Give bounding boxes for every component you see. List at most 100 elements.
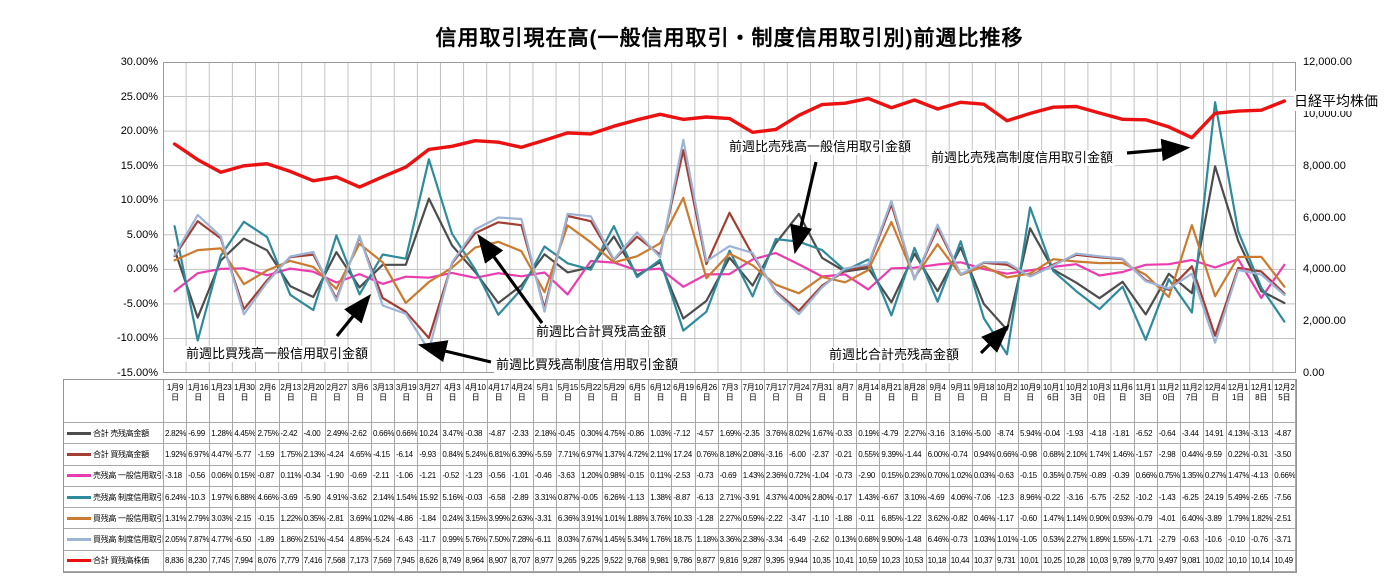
table-cell: 4.37% [764, 486, 788, 509]
table-cell: -0.73 [834, 465, 858, 487]
table-cell: 1.67% [811, 423, 835, 445]
table-cell: 1.82% [1250, 508, 1274, 530]
table-cell: -0.38 [464, 423, 488, 445]
table-cell: 8.96% [1019, 486, 1043, 509]
table-cell: 1.31% [164, 508, 188, 530]
left-axis-label: -10.00% [117, 332, 158, 345]
table-cell: -2.52 [1111, 486, 1135, 509]
table-cell: 10,53 [903, 550, 927, 573]
table-cell: -2.53 [672, 465, 696, 487]
table-cell: 1.38% [649, 486, 673, 509]
table-cell: 8.02% [787, 423, 812, 445]
table-cell: -3.62 [348, 486, 372, 509]
table-cell: -0.04 [1042, 423, 1066, 445]
table-cell: -3.13 [1250, 423, 1274, 445]
table-cell: 10,03 [1088, 550, 1112, 573]
date-header-cell: 8月7日 [834, 380, 858, 423]
legend-cell: 合計 買残高金額 [64, 444, 164, 466]
left-axis-label: 0.00% [126, 263, 158, 276]
table-cell: 0.46% [972, 508, 996, 530]
table-cell: 9,944 [787, 550, 812, 573]
table-cell: -1.21 [418, 465, 442, 487]
table-cell: 3.62% [926, 508, 950, 530]
date-header-cell: 11月27日 [1180, 380, 1204, 423]
left-axis-label: -15.00% [117, 367, 158, 379]
table-cell: 2.05% [164, 529, 188, 551]
series-swatch [67, 559, 91, 563]
table-cell: 9,731 [995, 550, 1020, 573]
table-cell: 10,35 [811, 550, 835, 573]
table-cell: -4.79 [880, 423, 904, 445]
table-cell: 1.86% [279, 529, 303, 551]
table-cell: 1.37% [603, 444, 627, 466]
nikkei-average-label: 日経平均株価 [1294, 91, 1378, 111]
date-header-cell: 3月19日 [395, 380, 419, 423]
table-cell: 1.47% [1227, 465, 1251, 487]
table-cell: 9,981 [649, 550, 673, 573]
table-cell: 0.44% [1180, 444, 1204, 466]
table-cell: -6.50 [233, 529, 257, 551]
table-cell: -4.87 [487, 423, 511, 445]
table-cell: -4.18 [1088, 423, 1112, 445]
table-cell: 1.14% [1065, 508, 1089, 530]
table-cell: -7.12 [672, 423, 696, 445]
table-cell: -9.93 [418, 444, 442, 466]
table-cell: 2.27% [718, 508, 742, 530]
table-cell: -1.93 [1065, 423, 1089, 445]
legend-label: 買残高 一般信用取引金額 [93, 513, 164, 523]
table-cell: -10.3 [187, 486, 211, 509]
legend-cell: 売残高 一般信用取引金額 [64, 465, 164, 487]
table-cell: 0.19% [857, 423, 881, 445]
table-cell: 0.24% [441, 508, 465, 530]
annotation-sell-standardized: 前週比売残高制度信用取引金額 [929, 150, 1116, 166]
table-cell: 1.45% [603, 529, 627, 551]
legend-label: 合計 買残高金額 [93, 449, 149, 459]
table-cell: 0.13% [834, 529, 858, 551]
date-header-cell: 3月13日 [371, 380, 396, 423]
table-cell: 5.94% [1019, 423, 1043, 445]
series-swatch [67, 516, 91, 520]
table-cell: -3.16 [764, 444, 788, 466]
date-header-cell: 8月28日 [903, 380, 927, 423]
table-cell: 8,749 [441, 550, 465, 573]
date-header-cell: 1月16日 [187, 380, 211, 423]
table-cell: 17.24 [672, 444, 696, 466]
table-cell: 10,41 [834, 550, 858, 573]
table-cell: 1.20% [579, 465, 604, 487]
table-cell: -0.63 [995, 465, 1020, 487]
annotation-buy-standardized: 前週比買残高制度信用取引金額 [494, 357, 681, 373]
data-table: 1月9日 1月16日 1月23日 1月30日 2月6日 2月13日 2月20日 2月27日 3月… [63, 379, 1298, 574]
table-cell: 6.40% [1180, 508, 1204, 530]
legend-cell: 合計 買残高株価 [64, 550, 164, 573]
table-cell: 1.01% [603, 508, 627, 530]
series-line [173, 138, 1286, 352]
annotation-sell-general: 前週比売残高一般信用取引金額 [727, 139, 914, 155]
table-cell: 2.18% [533, 423, 557, 445]
table-cell: -1.23 [464, 465, 488, 487]
table-cell: -4.54 [325, 529, 349, 551]
table-cell: -0.82 [949, 508, 973, 530]
table-cell: 0.15% [880, 465, 904, 487]
series-line [173, 196, 1286, 304]
table-cell: 0.66% [1273, 465, 1297, 487]
date-header-cell: 10月30日 [1088, 380, 1112, 423]
table-cell: 4.00% [787, 486, 812, 509]
table-cell: 10,59 [857, 550, 881, 573]
table-cell: 5.34% [626, 529, 650, 551]
date-header-cell: 10月16日 [1042, 380, 1066, 423]
table-cell: 7,779 [279, 550, 303, 573]
table-cell: 8,907 [487, 550, 511, 573]
table-cell: -1.57 [1134, 444, 1158, 466]
table-cell: 1.35% [1180, 465, 1204, 487]
annotation-total-buy: 前週比合計買残高金額 [534, 324, 669, 340]
table-cell: -2.42 [279, 423, 303, 445]
date-header-cell: 5月1日 [533, 380, 557, 423]
table-cell: -0.03 [464, 486, 488, 509]
table-cell: -12.3 [995, 486, 1020, 509]
table-cell: -0.31 [1250, 444, 1274, 466]
table-cell: 9,768 [626, 550, 650, 573]
table-cell: 0.66% [995, 444, 1020, 466]
table-cell: 2.49% [325, 423, 349, 445]
table-cell: 1.22% [279, 508, 303, 530]
date-header-cell: 6月19日 [672, 380, 696, 423]
